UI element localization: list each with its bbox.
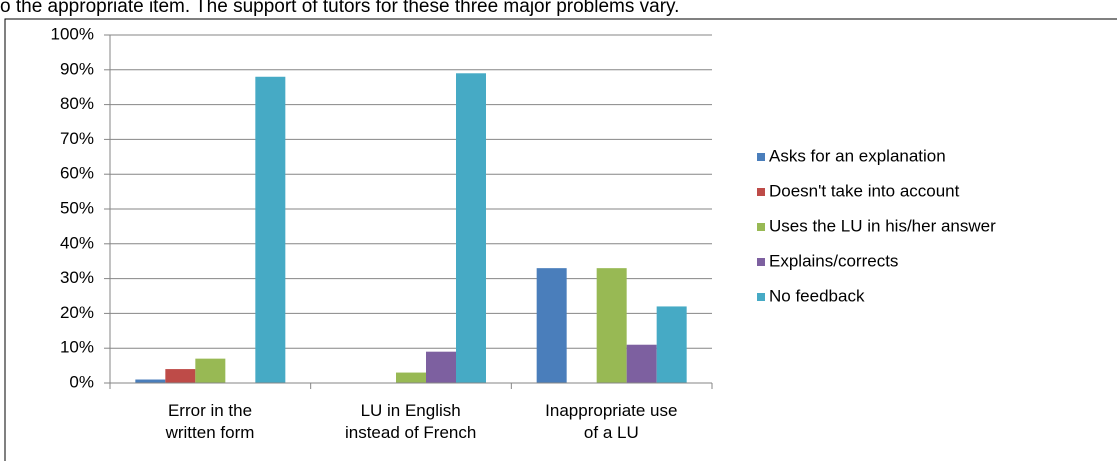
y-tick-label: 70% bbox=[60, 129, 94, 148]
caption: o the appropriate item. The support of t… bbox=[0, 0, 680, 17]
y-tick-label: 10% bbox=[60, 338, 94, 357]
x-tick-label: LU in English instead of French bbox=[344, 401, 477, 442]
bar bbox=[165, 369, 196, 383]
legend-label: Asks for an explanation bbox=[769, 146, 946, 165]
bar bbox=[536, 268, 567, 383]
bar bbox=[195, 358, 226, 383]
y-tick-label: 60% bbox=[60, 164, 94, 183]
bar bbox=[596, 268, 627, 383]
bar bbox=[626, 344, 657, 383]
bar bbox=[456, 73, 486, 383]
x-tick-label: Error in the written form bbox=[165, 401, 255, 442]
y-tick-label: 30% bbox=[60, 268, 94, 287]
x-tick-label: Inappropriate use of a LU bbox=[545, 401, 678, 442]
y-tick-label: 20% bbox=[60, 303, 94, 322]
y-tick-label: 40% bbox=[60, 233, 94, 252]
legend-swatch bbox=[757, 223, 765, 231]
bar bbox=[656, 306, 687, 383]
legend-swatch bbox=[757, 258, 765, 266]
y-tick-label: 0% bbox=[69, 372, 94, 391]
legend-label: Explains/corrects bbox=[769, 251, 898, 270]
bar bbox=[396, 372, 426, 383]
chart-border bbox=[4, 18, 1117, 461]
bar bbox=[135, 379, 166, 383]
y-tick-label: 100% bbox=[51, 24, 94, 43]
legend-label: Uses the LU in his/her answer bbox=[769, 216, 996, 235]
y-tick-label: 90% bbox=[60, 59, 94, 78]
y-tick-label: 50% bbox=[60, 198, 94, 217]
bar bbox=[255, 76, 286, 383]
legend-label: No feedback bbox=[769, 286, 865, 305]
legend-swatch bbox=[757, 153, 765, 161]
bar bbox=[426, 351, 456, 383]
legend-label: Doesn't take into account bbox=[769, 181, 960, 200]
legend-swatch bbox=[757, 188, 765, 196]
y-tick-label: 80% bbox=[60, 94, 94, 113]
legend-swatch bbox=[757, 293, 765, 301]
